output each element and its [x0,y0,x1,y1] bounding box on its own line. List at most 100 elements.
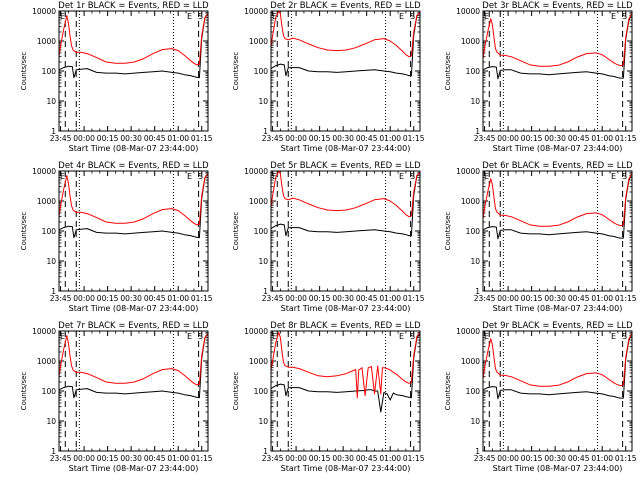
marker-label-e-right: E [399,332,404,341]
lld-series-line [270,170,421,218]
x-tick-label: 00:45 [568,294,590,303]
marker-label-e-right: E [399,172,404,181]
marker-label-s: S [622,332,627,341]
y-tick-label: 10000 [32,167,56,176]
x-tick-label: 00:15 [97,134,119,143]
plot-frame [482,330,633,452]
x-tick-label: 23:45 [262,294,284,303]
y-tick-label: 10 [46,417,56,426]
y-tick-label: 10000 [456,327,480,336]
y-tick-label: 100 [42,387,57,396]
x-tick-label: 00:15 [309,294,331,303]
x-tick-label: 00:45 [144,454,166,463]
lld-series-line [482,173,633,227]
y-tick-label: 1 [263,447,268,456]
events-series-line [482,333,633,400]
plot-frame [270,170,421,292]
events-series-line [270,12,421,77]
marker-label-e-right: E [187,12,192,21]
detector-panel-3: Det 3r BLACK = Events, RED = LLD Counts/s… [444,1,637,153]
y-axis-title: Counts/sec [232,372,240,411]
lld-series-line [58,333,209,386]
x-tick-label: 00:45 [356,454,378,463]
x-tick-label: 00:45 [356,134,378,143]
y-tick-label: 1 [51,447,56,456]
x-tick-label: 00:45 [568,134,590,143]
events-series-line [58,333,209,399]
y-axis-title: Counts/sec [20,52,28,91]
y-tick-label: 10 [46,97,56,106]
x-tick-label: 00:00 [285,454,307,463]
plot-frame [482,170,633,292]
detector-panel-7: Det 7r BLACK = Events, RED = LLD Counts/s… [20,321,213,473]
lld-series-line [270,331,421,399]
x-tick-label: 01:15 [615,294,637,303]
y-tick-label: 100 [254,227,269,236]
plot-frame [58,170,209,292]
marker-label-e-right: E [187,332,192,341]
x-axis-title: Start Time (08-Mar-07 23:44:00) [69,144,199,153]
x-tick-label: 01:00 [591,454,613,463]
x-tick-label: 01:15 [615,454,637,463]
y-tick-label: 10 [470,97,480,106]
x-tick-label: 01:15 [403,454,425,463]
y-tick-label: 1 [475,127,480,136]
y-tick-label: 10 [258,97,268,106]
marker-label-s: S [198,172,203,181]
y-tick-label: 10000 [32,7,56,16]
x-tick-label: 01:15 [191,134,213,143]
x-tick-label: 00:15 [521,454,543,463]
marker-label-e: E [60,172,65,181]
x-tick-label: 23:45 [474,454,496,463]
y-axis-title: Counts/sec [444,52,452,91]
events-series-line [270,333,421,413]
x-tick-label: 01:15 [403,134,425,143]
detector-panel-1: Det 1r BLACK = Events, RED = LLD Counts/s… [20,1,213,153]
events-series-line [482,13,633,80]
y-axis-title: Counts/sec [444,212,452,251]
x-tick-label: 00:30 [332,294,354,303]
events-series-line [58,173,209,239]
x-tick-label: 00:00 [285,294,307,303]
lld-series-line [58,13,209,66]
detector-panel-2: Det 2r BLACK = Events, RED = LLD Counts/s… [232,1,425,153]
y-tick-label: 10000 [32,327,56,336]
y-tick-label: 1000 [249,197,268,206]
y-tick-label: 1000 [37,357,56,366]
plot-frame [58,10,209,132]
x-tick-label: 01:00 [379,134,401,143]
detector-panel-9: Det 9r BLACK = Events, RED = LLD Counts/s… [444,321,637,473]
x-tick-label: 01:15 [191,294,213,303]
x-tick-label: 23:45 [474,294,496,303]
marker-label-e: E [272,172,277,181]
panel-title: Det 4r BLACK = Events, RED = LLD [58,161,209,171]
lld-series-line [270,10,421,58]
x-axis-title: Start Time (08-Mar-07 23:44:00) [493,464,623,473]
x-axis-title: Start Time (08-Mar-07 23:44:00) [69,304,199,313]
y-tick-label: 10000 [244,327,268,336]
plot-frame [482,10,633,132]
marker-label-e-right: E [611,172,616,181]
plot-frame [270,10,421,132]
y-tick-label: 1000 [461,357,480,366]
marker-label-s: S [410,332,415,341]
x-tick-label: 23:45 [50,454,72,463]
y-tick-label: 100 [42,227,57,236]
marker-label-e: E [484,12,489,21]
x-tick-label: 23:45 [474,134,496,143]
x-tick-label: 00:30 [544,454,566,463]
detector-panel-5: Det 5r BLACK = Events, RED = LLD Counts/s… [232,161,425,313]
panel-title: Det 9r BLACK = Events, RED = LLD [482,321,633,331]
x-tick-label: 00:00 [73,454,95,463]
y-tick-label: 1000 [249,37,268,46]
detector-panel-6: Det 6r BLACK = Events, RED = LLD Counts/s… [444,161,637,313]
x-tick-label: 00:15 [97,294,119,303]
marker-label-e: E [60,12,65,21]
y-axis-title: Counts/sec [20,212,28,251]
x-tick-label: 23:45 [262,454,284,463]
x-tick-label: 01:00 [167,294,189,303]
x-tick-label: 00:30 [544,294,566,303]
x-tick-label: 00:45 [144,134,166,143]
y-tick-label: 1 [51,287,56,296]
